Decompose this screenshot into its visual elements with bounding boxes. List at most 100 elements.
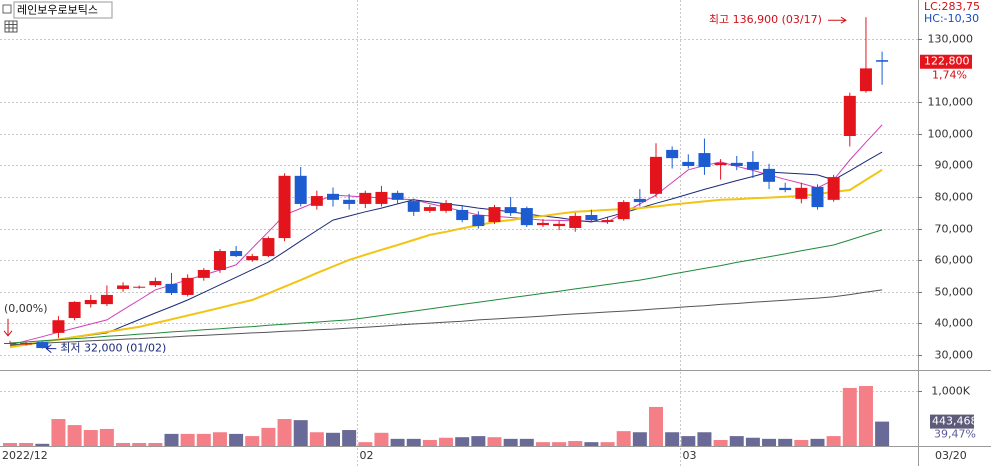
- candle-body: [666, 149, 679, 159]
- volume-bar: [778, 438, 793, 446]
- candle-body: [859, 68, 872, 92]
- volume-bar: [3, 442, 17, 446]
- candle-body: [633, 198, 646, 203]
- y-tick-label: 40,000: [935, 317, 974, 330]
- candle-body: [440, 202, 453, 211]
- candle-body: [52, 320, 65, 333]
- candle-body: [714, 162, 727, 166]
- y-tick-label: 30,000: [935, 349, 974, 362]
- menu-icon[interactable]: [2, 4, 12, 14]
- candle-body: [536, 222, 549, 226]
- volume-bar: [67, 425, 82, 446]
- candle-body: [278, 175, 291, 239]
- candle-body: [246, 256, 259, 261]
- candle-body: [682, 161, 695, 167]
- candle-body: [617, 202, 630, 220]
- volume-bar: [584, 442, 599, 446]
- candle-body: [84, 300, 97, 305]
- volume-bar: [406, 438, 421, 446]
- candle-body: [569, 215, 582, 228]
- title-box[interactable]: [13, 1, 113, 19]
- x-tick-label: 03: [683, 449, 697, 462]
- volume-bar: [471, 436, 486, 446]
- volume-bar: [810, 438, 825, 446]
- candle-body: [294, 175, 307, 204]
- y-tick-label: 110,000: [928, 96, 974, 109]
- volume-bar: [729, 436, 744, 446]
- start-label: (0,00%): [4, 302, 48, 315]
- y-tick-label: 70,000: [935, 223, 974, 236]
- volume-bar: [277, 419, 292, 446]
- candle-body: [585, 215, 598, 221]
- candle-body: [197, 269, 210, 278]
- price-tag-label: 122,800: [924, 55, 970, 68]
- volume-bar: [293, 420, 308, 446]
- change-label: 1,74%: [932, 69, 967, 82]
- volume-bar: [83, 430, 98, 446]
- volume-tag: [930, 414, 974, 429]
- volume-bar: [697, 432, 712, 446]
- volume-bar: [681, 436, 696, 446]
- y-tick-label: 60,000: [935, 254, 974, 267]
- x-tick-label: 2022/12: [2, 449, 48, 462]
- volume-change-label: 39,47%: [934, 428, 976, 441]
- candle-body: [36, 342, 49, 349]
- volume-bar: [535, 442, 550, 446]
- y-tick-label: 130,000: [928, 33, 974, 46]
- high-arrow: [827, 16, 847, 24]
- volume-bar: [245, 436, 260, 446]
- candle-body: [343, 199, 356, 204]
- candle-body: [149, 281, 162, 286]
- volume-bar: [455, 437, 470, 446]
- volume-bar: [164, 433, 179, 446]
- hc-label: HC:-10,30: [924, 12, 979, 25]
- candle-body: [730, 162, 743, 167]
- candle-body: [827, 177, 840, 200]
- table-icon-lines: [5, 21, 17, 32]
- volume-bar: [51, 419, 66, 446]
- volume-tag-label: 443,468: [932, 415, 978, 428]
- candle-body: [20, 342, 33, 345]
- lc-label: LC:283,75: [924, 0, 980, 13]
- candle-body: [843, 95, 856, 137]
- low-label: 최저 32,000 (01/02): [60, 342, 166, 355]
- candle-body: [68, 301, 81, 319]
- volume-bar: [600, 442, 615, 446]
- candle-body: [811, 186, 824, 208]
- candle-body: [746, 161, 759, 170]
- candle-body: [504, 207, 517, 214]
- volume-bar: [842, 387, 857, 446]
- volume-bar: [132, 442, 147, 446]
- volume-bar: [342, 430, 357, 446]
- volume-bar: [35, 443, 50, 446]
- start-arrow: [3, 318, 13, 337]
- volume-bar: [503, 438, 518, 446]
- volume-bar: [632, 432, 647, 446]
- candle-body: [553, 223, 566, 227]
- moving-average: [9, 289, 883, 346]
- end-date-label: 03/20: [935, 449, 967, 462]
- volume-bar: [745, 437, 760, 446]
- volume-bar: [649, 406, 663, 446]
- candle-body: [310, 196, 323, 206]
- volume-bar: [826, 436, 841, 446]
- volume-bar: [616, 431, 631, 446]
- candle-body: [779, 187, 792, 191]
- volume-bar: [875, 421, 890, 446]
- volume-bar: [858, 386, 873, 446]
- candle-body: [520, 208, 533, 226]
- volume-bar: [261, 427, 276, 446]
- candle-body: [165, 283, 178, 294]
- candle-body: [117, 285, 130, 289]
- candle-body: [181, 277, 194, 295]
- candle-body: [213, 251, 226, 270]
- candle-body: [100, 294, 113, 305]
- table-icon[interactable]: [4, 20, 18, 33]
- moving-average: [9, 229, 883, 344]
- candle-body: [391, 192, 404, 200]
- volume-tick-label: 1,000K: [931, 385, 970, 398]
